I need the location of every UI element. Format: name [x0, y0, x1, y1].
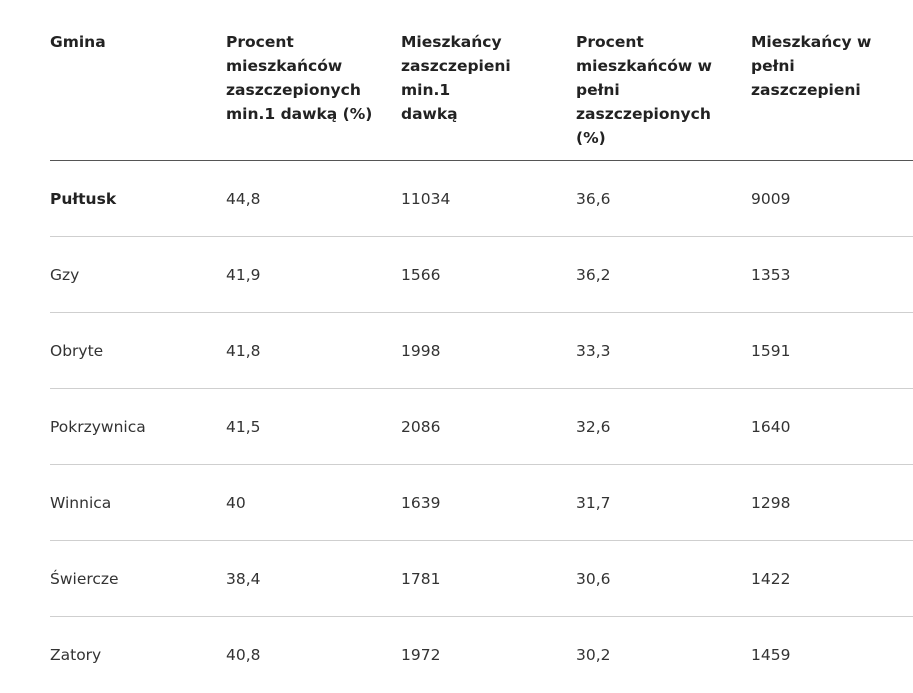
table-row: Zatory 40,8 1972 30,2 1459 — [50, 617, 913, 693]
cell-percent-fully: 30,2 — [576, 645, 611, 664]
cell-gmina: Pokrzywnica — [50, 388, 226, 465]
cell-residents-one-dose: 1972 — [401, 645, 441, 664]
cell-percent-one-dose: 41,5 — [226, 388, 401, 465]
cell-percent-one-dose: 40 — [226, 464, 401, 541]
cell-percent-fully: 30,6 — [576, 540, 751, 617]
cell-residents-fully: 1422 — [751, 540, 913, 617]
cell-percent-one-dose: 41,8 — [226, 312, 401, 389]
cell-residents-fully: 1591 — [751, 312, 913, 389]
cell-residents-fully: 1640 — [751, 388, 913, 465]
cell-residents-fully: 1353 — [751, 236, 913, 313]
vaccination-table: Gmina Procent mieszkańców zaszczepionych… — [50, 0, 913, 693]
cell-gmina: Pułtusk — [50, 160, 226, 237]
header-residents-fully: Mieszkańcy w pełni zaszczepieni — [751, 0, 913, 161]
table-row: Winnica 40 1639 31,7 1298 — [50, 464, 913, 541]
cell-residents-one-dose: 2086 — [401, 388, 576, 465]
table-header-row: Gmina Procent mieszkańców zaszczepionych… — [50, 0, 913, 161]
cell-percent-fully: 32,6 — [576, 388, 751, 465]
cell-residents-one-dose: 1566 — [401, 236, 576, 313]
cell-percent-one-dose: 41,9 — [226, 236, 401, 313]
cell-percent-fully: 33,3 — [576, 312, 751, 389]
header-percent-fully: Procent mieszkańców w pełni zaszczepiony… — [576, 0, 751, 161]
cell-percent-one-dose: 40,8 — [226, 645, 261, 664]
cell-residents-one-dose: 1781 — [401, 540, 576, 617]
cell-residents-fully: 1459 — [751, 645, 791, 664]
table-row: Pułtusk 44,8 11034 36,6 9009 — [50, 160, 913, 237]
cell-percent-fully: 31,7 — [576, 464, 751, 541]
cell-gmina: Zatory — [50, 645, 102, 664]
table-row: Pokrzywnica 41,5 2086 32,6 1640 — [50, 388, 913, 465]
cell-percent-fully: 36,6 — [576, 160, 751, 237]
cell-residents-fully: 9009 — [751, 160, 913, 237]
header-percent-one-dose: Procent mieszkańców zaszczepionych min.1… — [226, 0, 401, 161]
cell-percent-one-dose: 38,4 — [226, 540, 401, 617]
cell-gmina: Świercze — [50, 540, 226, 617]
table-row: Obryte 41,8 1998 33,3 1591 — [50, 312, 913, 389]
cell-residents-one-dose: 1998 — [401, 312, 576, 389]
table-row: Świercze 38,4 1781 30,6 1422 — [50, 540, 913, 617]
cell-gmina: Winnica — [50, 464, 226, 541]
table-row: Gzy 41,9 1566 36,2 1353 — [50, 236, 913, 313]
cell-gmina: Gzy — [50, 236, 226, 313]
cell-percent-one-dose: 44,8 — [226, 160, 401, 237]
header-residents-one-dose: Mieszkańcy zaszczepieni min.1 dawką — [401, 0, 576, 161]
header-gmina: Gmina — [50, 0, 226, 161]
cell-residents-fully: 1298 — [751, 464, 913, 541]
cell-residents-one-dose: 1639 — [401, 464, 576, 541]
cell-residents-one-dose: 11034 — [401, 160, 576, 237]
cell-gmina: Obryte — [50, 312, 226, 389]
vaccination-table-container: Gmina Procent mieszkańców zaszczepionych… — [50, 0, 913, 693]
cell-percent-fully: 36,2 — [576, 236, 751, 313]
